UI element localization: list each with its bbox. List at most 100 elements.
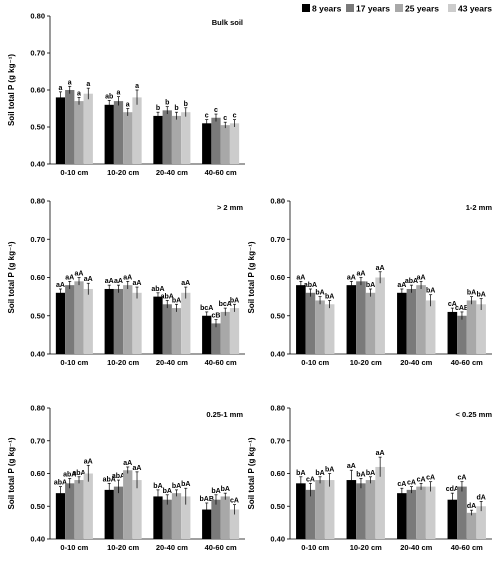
- significance-label: a: [86, 81, 90, 88]
- bar: [416, 486, 426, 539]
- bar: [229, 509, 240, 539]
- legend: 8 years 17 years 25 years 43 years: [302, 4, 492, 14]
- significance-label: a: [59, 85, 63, 92]
- significance-label: bA: [181, 481, 190, 488]
- bar: [375, 466, 385, 539]
- bar: [305, 489, 316, 539]
- bar: [55, 292, 66, 354]
- bar: [104, 288, 114, 354]
- bar: [406, 288, 417, 354]
- bar: [153, 296, 163, 354]
- significance-label: bA: [366, 470, 375, 477]
- bar: [162, 304, 172, 354]
- legend-label: 17 years: [356, 4, 390, 14]
- chart-panels: 0.40 0.50 0.60 0.70 0.80 Soil total P (g kg⁻¹…: [7, 12, 492, 552]
- bar: [55, 493, 66, 539]
- bar: [171, 115, 182, 164]
- bar: [132, 292, 142, 354]
- bar: [416, 285, 426, 354]
- significance-label: bA: [366, 282, 375, 289]
- bar: [356, 483, 366, 539]
- legend-item: 8 years: [302, 4, 342, 14]
- panel-title: > 2 mm: [217, 203, 243, 212]
- significance-label: dA: [467, 503, 476, 510]
- bar: [83, 288, 93, 354]
- significance-label: aA: [123, 274, 132, 281]
- significance-label: c: [223, 115, 227, 122]
- significance-label: bA: [221, 486, 230, 493]
- panel-title: < 0.25 mm: [456, 410, 493, 419]
- significance-label: aA: [65, 274, 74, 281]
- bar: [397, 493, 407, 539]
- significance-label: aA: [114, 278, 123, 285]
- y-tick-label: 0.70: [270, 235, 285, 244]
- x-tick-label: 0-10 cm: [60, 543, 88, 552]
- bar: [346, 285, 357, 354]
- bar: [123, 285, 133, 354]
- significance-label: aA: [347, 463, 356, 470]
- significance-label: bA: [325, 467, 334, 474]
- bar: [181, 496, 191, 539]
- significance-label: abA: [103, 476, 116, 483]
- significance-label: abA: [304, 282, 317, 289]
- significance-label: abA: [405, 278, 418, 285]
- x-tick-label: 40-60 cm: [205, 168, 237, 177]
- y-tick-label: 0.60: [30, 469, 45, 478]
- bar: [113, 101, 124, 164]
- significance-label: abA: [63, 471, 76, 478]
- significance-label: abA: [112, 473, 125, 480]
- significance-label: aA: [397, 282, 406, 289]
- x-tick-label: 40-60 cm: [205, 358, 237, 367]
- significance-label: bA: [172, 297, 181, 304]
- legend-swatch: [448, 4, 456, 12]
- bar: [476, 506, 486, 539]
- bar: [406, 489, 417, 539]
- significance-label: dA: [476, 494, 485, 501]
- significance-label: b: [165, 100, 169, 107]
- bar: [74, 480, 84, 539]
- bar: [181, 292, 191, 354]
- chart-panel: 0.40 0.50 0.60 0.70 0.80 Soil total P (g kg⁻¹…: [7, 404, 245, 552]
- chart-panel: 0.40 0.50 0.60 0.70 0.80 Soil total P (g kg⁻¹…: [7, 12, 245, 177]
- bar: [162, 110, 172, 164]
- significance-label: cB: [212, 313, 221, 320]
- bar: [171, 493, 182, 539]
- significance-label: bA: [325, 293, 334, 300]
- significance-label: aA: [376, 265, 385, 272]
- x-tick-label: 20-40 cm: [400, 543, 432, 552]
- bar: [346, 480, 357, 539]
- bar: [202, 315, 212, 354]
- bar: [457, 486, 467, 539]
- bar: [296, 483, 306, 539]
- bar: [365, 480, 376, 539]
- significance-label: abA: [151, 286, 164, 293]
- significance-label: b: [174, 105, 178, 112]
- significance-label: bA: [230, 297, 239, 304]
- x-tick-label: 40-60 cm: [451, 358, 483, 367]
- significance-label: cA: [426, 475, 435, 482]
- significance-label: a: [126, 102, 130, 109]
- chart-panel: 0.40 0.50 0.60 0.70 0.80 Soil total P (g kg⁻¹…: [247, 404, 492, 552]
- significance-label: cA: [397, 481, 406, 488]
- y-axis-label: Soil total P (g kg⁻¹): [7, 241, 16, 313]
- significance-label: bA: [315, 470, 324, 477]
- y-tick-label: 0.50: [30, 123, 45, 132]
- significance-label: c: [214, 107, 218, 114]
- legend-label: 43 years: [458, 4, 492, 14]
- y-tick-label: 0.70: [270, 436, 285, 445]
- bar: [104, 489, 114, 539]
- bar: [113, 486, 124, 539]
- bar: [466, 300, 477, 354]
- y-tick-label: 0.80: [30, 404, 45, 413]
- x-tick-label: 10-20 cm: [350, 543, 382, 552]
- significance-label: bA: [163, 488, 172, 495]
